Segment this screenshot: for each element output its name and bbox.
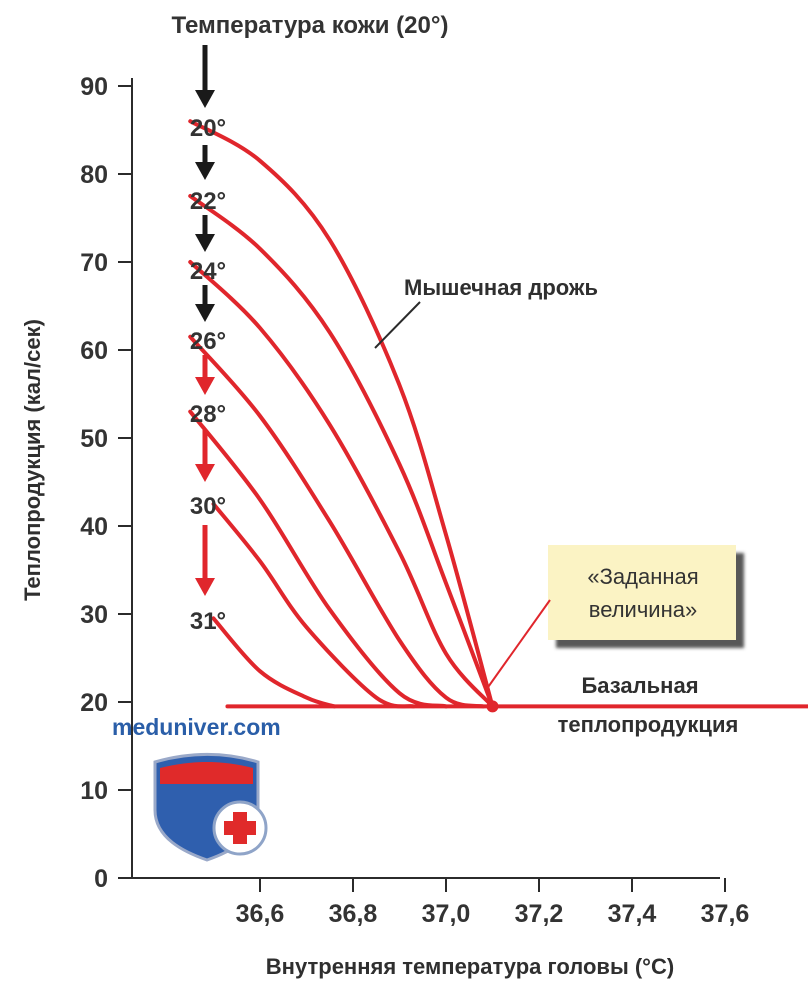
y-tick-label: 90 <box>80 73 108 101</box>
x-axis-label: Внутренняя температура головы (°C) <box>266 954 674 979</box>
skin-temperature-label: 22° <box>190 188 226 215</box>
y-tick-label: 40 <box>80 513 108 541</box>
x-tick-label: 36,8 <box>329 900 378 928</box>
set-point-line-1: «Заданная <box>587 564 698 589</box>
axes <box>131 78 720 879</box>
skin-temperature-label: 31° <box>190 608 226 635</box>
x-ticks: 36,6 36,8 37,0 37,2 37,4 37,6 <box>236 878 750 928</box>
skin-temperature-labels: 20° 22° 24° 26° 28° 30° 31° <box>190 115 226 635</box>
set-point-line-2: величина» <box>589 597 697 622</box>
y-tick-label: 50 <box>80 425 108 453</box>
skin-arrow-head <box>195 234 215 252</box>
x-tick-label: 37,6 <box>701 900 750 928</box>
skin-temperature-label: 26° <box>190 328 226 355</box>
skin-temperature-label: 20° <box>190 115 226 142</box>
y-tick-label: 70 <box>80 249 108 277</box>
heat-production-curve <box>188 409 448 709</box>
set-point-box <box>548 545 736 640</box>
basal-label-line-2: теплопродукция <box>558 712 739 737</box>
heat-production-curve <box>188 260 495 709</box>
skin-arrow-head <box>195 90 215 108</box>
heat-production-curve <box>188 119 495 709</box>
x-tick-label: 37,2 <box>515 900 564 928</box>
y-tick-label: 0 <box>94 865 108 893</box>
heat-production-curve <box>188 194 495 709</box>
y-ticks: 0 10 20 30 40 50 60 70 80 90 <box>80 73 132 893</box>
curves <box>188 119 808 709</box>
skin-temperature-label: 28° <box>190 401 226 428</box>
heat-production-curve <box>211 502 416 709</box>
y-tick-label: 10 <box>80 777 108 805</box>
skin-temperature-label: 24° <box>190 258 226 285</box>
basal-label-line-1: Базальная <box>581 673 698 698</box>
y-tick-label: 20 <box>80 689 108 717</box>
y-tick-label: 60 <box>80 337 108 365</box>
skin-arrow-head <box>195 464 215 482</box>
skin-arrow-head <box>195 578 215 596</box>
skin-arrow-head <box>195 304 215 322</box>
x-tick-label: 36,6 <box>236 900 285 928</box>
heat-production-curve <box>211 616 337 709</box>
set-point-callout: «Заданная величина» <box>548 545 736 640</box>
y-tick-label: 80 <box>80 161 108 189</box>
set-point-marker <box>486 700 499 713</box>
y-axis-label: Теплопродукция (кал/сек) <box>20 319 45 601</box>
shivering-leader-line <box>374 301 421 349</box>
set-point-leader-line <box>485 599 551 691</box>
heat-production-curve <box>188 334 486 709</box>
skin-temperature-label: 30° <box>190 493 226 520</box>
shivering-label: Мышечная дрожь <box>404 275 598 300</box>
x-tick-label: 37,4 <box>608 900 657 928</box>
watermark-text: meduniver.com <box>112 714 281 740</box>
skin-arrow-head <box>195 377 215 395</box>
skin-temperature-title: Температура кожи (20°) <box>172 12 449 39</box>
watermark-shield-logo <box>153 753 268 862</box>
skin-temperature-arrows <box>195 45 215 596</box>
y-tick-label: 30 <box>80 601 108 629</box>
skin-arrow-head <box>195 162 215 180</box>
x-tick-label: 37,0 <box>422 900 471 928</box>
